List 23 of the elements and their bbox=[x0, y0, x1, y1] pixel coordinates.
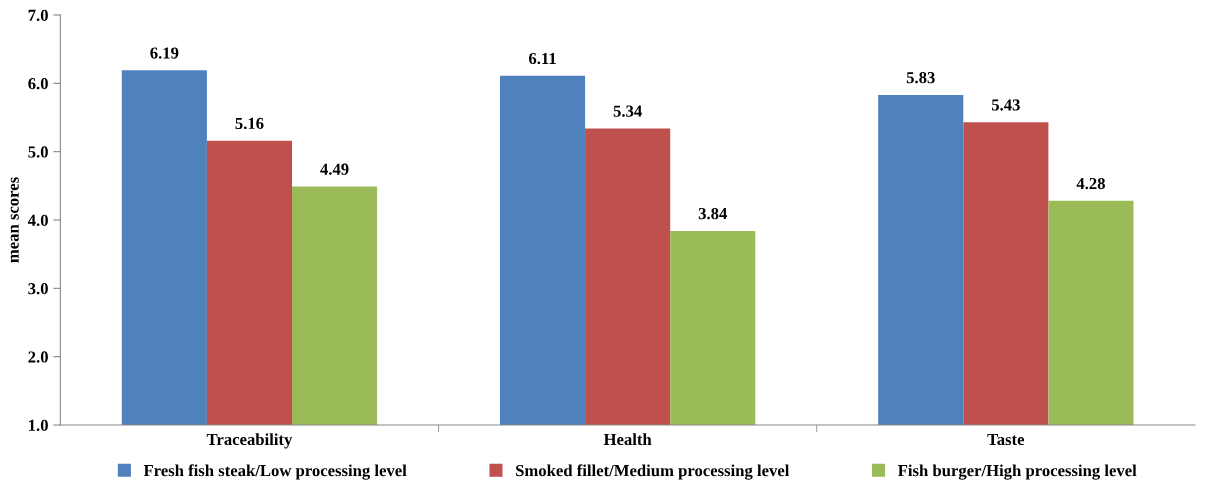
data-label: 5.83 bbox=[906, 71, 935, 84]
data-label: 4.49 bbox=[320, 163, 349, 175]
data-label: 5.34 bbox=[613, 105, 642, 117]
y-tick-label: 1.0 bbox=[29, 419, 48, 432]
data-label: 6.19 bbox=[150, 47, 179, 59]
y-tick-label: 2.0 bbox=[28, 351, 48, 363]
legend-label: Fish burger/High processing level bbox=[897, 464, 1137, 480]
y-tick-label: 3.0 bbox=[28, 283, 48, 295]
y-tick-label: 5.0 bbox=[28, 146, 48, 158]
data-label: 5.16 bbox=[235, 117, 264, 130]
y-tick-label: 4.0 bbox=[27, 214, 48, 227]
y-tick-label: 6.0 bbox=[28, 78, 48, 90]
legend-label: Fresh fish steak/Low processing level bbox=[143, 464, 407, 480]
data-label: 5.43 bbox=[991, 99, 1020, 111]
x-tick-label: Traceability bbox=[206, 433, 293, 449]
legend-label: Smoked fillet/Medium processing level bbox=[516, 464, 790, 480]
x-tick-label: Taste bbox=[987, 433, 1025, 446]
y-axis-title: mean scores bbox=[10, 177, 19, 263]
y-tick-label: 7.0 bbox=[28, 9, 48, 22]
data-label: 4.28 bbox=[1076, 177, 1105, 190]
data-label: 3.84 bbox=[698, 207, 728, 220]
x-tick-label: Health bbox=[603, 433, 652, 446]
data-label: 6.11 bbox=[528, 52, 556, 65]
